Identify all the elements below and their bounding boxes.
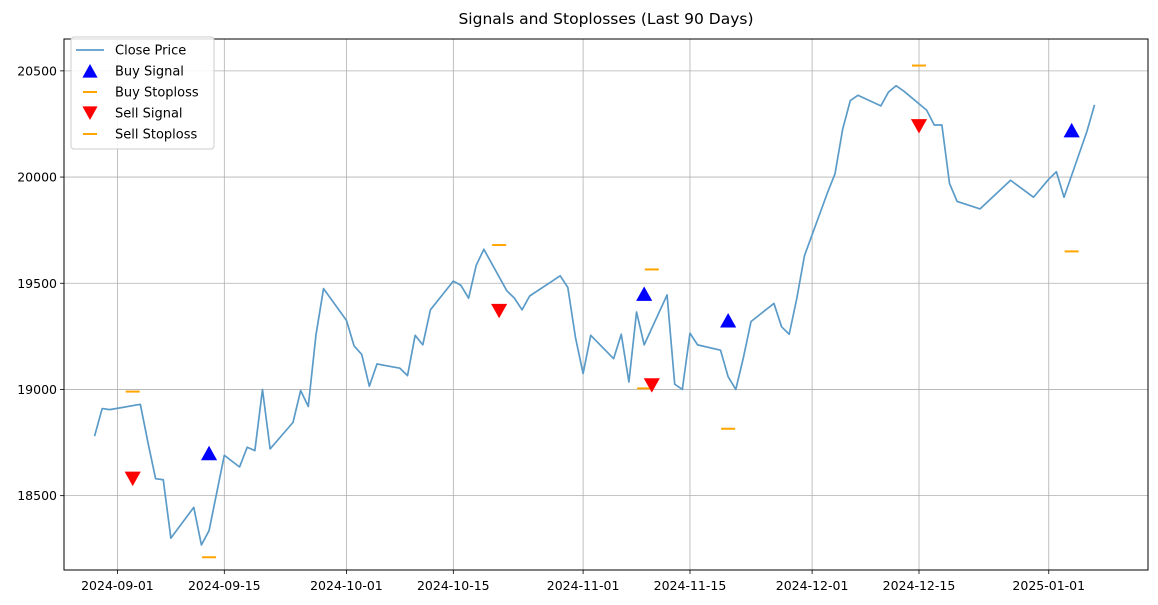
- buy-signal-marker: [636, 286, 653, 301]
- sell-signal-marker: [643, 378, 660, 393]
- legend-box: [70, 36, 215, 150]
- buy-signal-marker: [1063, 122, 1080, 138]
- y-tick-label: 18500: [17, 488, 57, 503]
- y-tick-label: 19000: [17, 382, 57, 397]
- buy-signal-marker: [200, 445, 218, 461]
- sell-signal-marker: [124, 471, 141, 487]
- x-tick-label: 2024-11-15: [654, 578, 727, 593]
- x-tick-label: 2024-12-15: [883, 578, 956, 593]
- y-tick-label: 20000: [17, 170, 57, 185]
- x-tick-label: 2024-09-01: [81, 578, 154, 593]
- sell-signal-marker: [491, 303, 508, 319]
- x-tick-label: 2024-10-15: [417, 578, 490, 593]
- close-price-line: [93, 84, 1096, 546]
- x-tick-label: 2024-10-01: [310, 578, 383, 593]
- y-tick-label: 19500: [17, 276, 57, 291]
- axes-frame: [63, 38, 1149, 571]
- legend-label: Sell Signal: [115, 107, 183, 122]
- plot-area: [93, 64, 1096, 559]
- legend: Close Price Buy Signal Buy Stoploss Sell Si…: [70, 36, 215, 150]
- sell-signal-marker: [910, 119, 928, 134]
- legend-label: Buy Signal: [115, 65, 184, 80]
- chart-title: Signals and Stoplosses (Last 90 Days): [458, 10, 753, 28]
- legend-label: Sell Stoploss: [115, 128, 197, 143]
- x-tick-label: 2024-11-01: [547, 578, 620, 593]
- x-tick-label: 2024-09-15: [188, 578, 261, 593]
- x-tick-label: 2024-12-01: [776, 578, 849, 593]
- legend-label: Close Price: [115, 44, 186, 59]
- x-tick-label: 2025-01-01: [1012, 578, 1085, 593]
- buy-signal-marker: [720, 312, 737, 328]
- legend-triangle-up-swatch: [82, 64, 98, 78]
- legend-label: Buy Stoploss: [115, 86, 199, 101]
- axis-ticks: 2024-09-01 2024-09-15 2024-10-01 2024-10-15…: [17, 63, 1085, 593]
- grid: [64, 39, 1148, 570]
- legend-triangle-down-swatch: [82, 106, 98, 120]
- y-tick-label: 20500: [17, 63, 57, 78]
